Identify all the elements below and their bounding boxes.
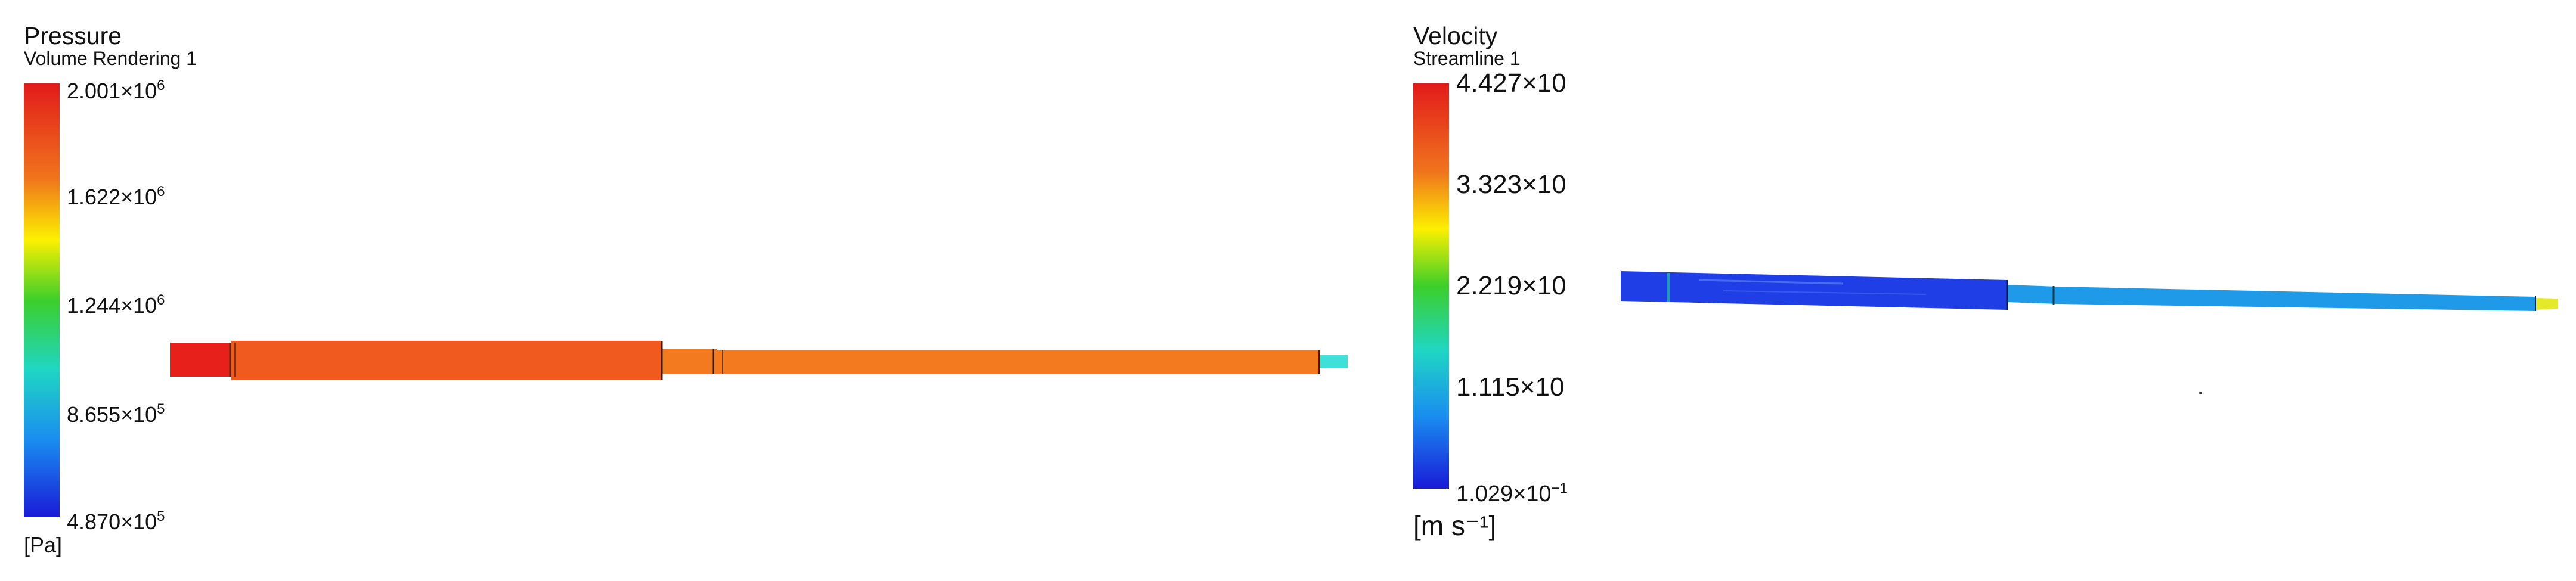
velocity-streamline-render <box>1621 271 2558 311</box>
pressure-tick-0: 2.001×106 <box>67 77 165 103</box>
pressure-inlet-section <box>170 343 233 377</box>
velocity-outlet <box>2535 298 2558 310</box>
pressure-legend-title: Pressure <box>24 22 122 49</box>
pressure-tick-3: 8.655×105 <box>67 401 165 427</box>
pressure-pipe-render <box>170 341 1348 380</box>
velocity-colorbar <box>1413 83 1449 489</box>
velocity-second-pipe <box>2057 287 2535 311</box>
velocity-tick-3: 1.115×10 <box>1456 372 1565 402</box>
velocity-tick-0: 4.427×10 <box>1456 69 1566 98</box>
pressure-panel: Pressure Volume Rendering 1 2.001×106 1.… <box>24 22 1348 557</box>
velocity-connector <box>2007 285 2057 304</box>
velocity-legend-subtitle: Streamline 1 <box>1413 48 1521 69</box>
velocity-unit-label: [m s⁻¹] <box>1413 510 1497 541</box>
velocity-panel: Velocity Streamline 1 4.427×10 3.323×10 … <box>1389 0 2576 581</box>
velocity-first-pipe <box>1621 271 2007 310</box>
velocity-legend-title: Velocity <box>1413 22 1498 49</box>
pressure-tick-4: 4.870×105 <box>67 508 165 534</box>
velocity-streak <box>1699 279 1843 285</box>
velocity-tick-1: 3.323×10 <box>1456 170 1566 199</box>
pressure-legend-subtitle: Volume Rendering 1 <box>24 48 197 69</box>
pressure-unit-label: [Pa] <box>24 533 63 557</box>
velocity-tick-4: 1.029×10−1 <box>1456 480 1568 507</box>
velocity-stray-point <box>2199 392 2202 394</box>
pressure-tick-2: 1.244×106 <box>67 292 165 318</box>
pressure-connector <box>662 349 717 374</box>
pressure-colorbar <box>24 83 60 517</box>
pressure-second-pipe <box>717 350 1319 374</box>
velocity-tick-2: 2.219×10 <box>1456 271 1566 300</box>
pressure-tick-1: 1.622×106 <box>67 184 165 209</box>
pressure-outlet <box>1319 355 1348 368</box>
velocity-streak <box>1723 290 1927 295</box>
pressure-main-pipe <box>231 341 662 380</box>
